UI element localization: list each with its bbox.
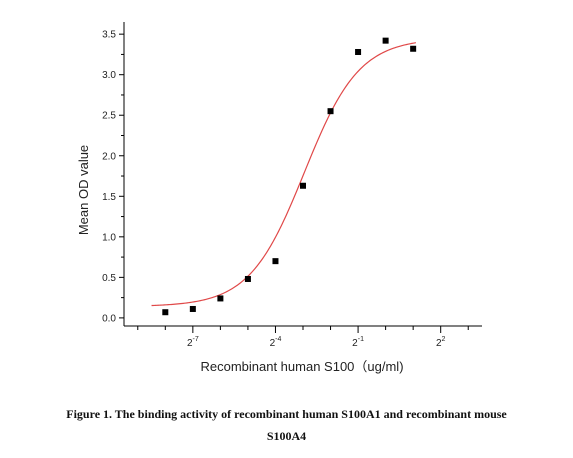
data-point bbox=[410, 45, 417, 52]
x-tick-label: 2-1 bbox=[352, 336, 364, 349]
figure-caption: Figure 1. The binding activity of recomb… bbox=[0, 403, 573, 447]
data-point bbox=[217, 295, 224, 302]
data-point bbox=[300, 182, 306, 189]
y-tick-label: 3.0 bbox=[102, 70, 116, 81]
y-tick-label: 0.5 bbox=[102, 273, 116, 284]
fit-curve-group bbox=[151, 42, 417, 307]
data-point bbox=[327, 108, 334, 115]
data-point bbox=[189, 305, 196, 312]
y-tick-label: 2.0 bbox=[102, 151, 116, 162]
y-tick-label: 3.5 bbox=[102, 30, 116, 41]
data-point bbox=[162, 309, 169, 316]
chart: 0.0 0.5 1.0 1.5 2.0 2.5 3.0 3.5 2-7 2-4 2-1 22 Mean… bbox=[76, 22, 482, 374]
caption-line-1: Figure 1. The binding activity of recomb… bbox=[66, 407, 507, 421]
data-points bbox=[162, 37, 417, 316]
x-tick-label: 2-7 bbox=[187, 336, 199, 349]
y-axis-title: Mean OD value bbox=[76, 145, 91, 235]
data-point bbox=[355, 48, 362, 55]
y-tick-label: 0.0 bbox=[102, 313, 116, 324]
caption-line-2: S100A4 bbox=[266, 429, 307, 443]
x-tick-label: 22 bbox=[436, 336, 446, 349]
y-tick-label: 1.5 bbox=[102, 192, 116, 203]
axes: 0.0 0.5 1.0 1.5 2.0 2.5 3.0 3.5 2-7 2-4 2-1 22 bbox=[102, 22, 482, 349]
y-tick-label: 2.5 bbox=[102, 111, 116, 122]
fit-curve bbox=[151, 42, 417, 307]
x-tick-label: 2-4 bbox=[270, 336, 282, 349]
data-point bbox=[382, 37, 389, 44]
y-tick-label: 1.0 bbox=[102, 232, 116, 243]
data-point bbox=[244, 275, 251, 282]
x-axis-title: Recombinant human S100（ug/ml) bbox=[200, 359, 403, 374]
data-point bbox=[272, 258, 279, 265]
